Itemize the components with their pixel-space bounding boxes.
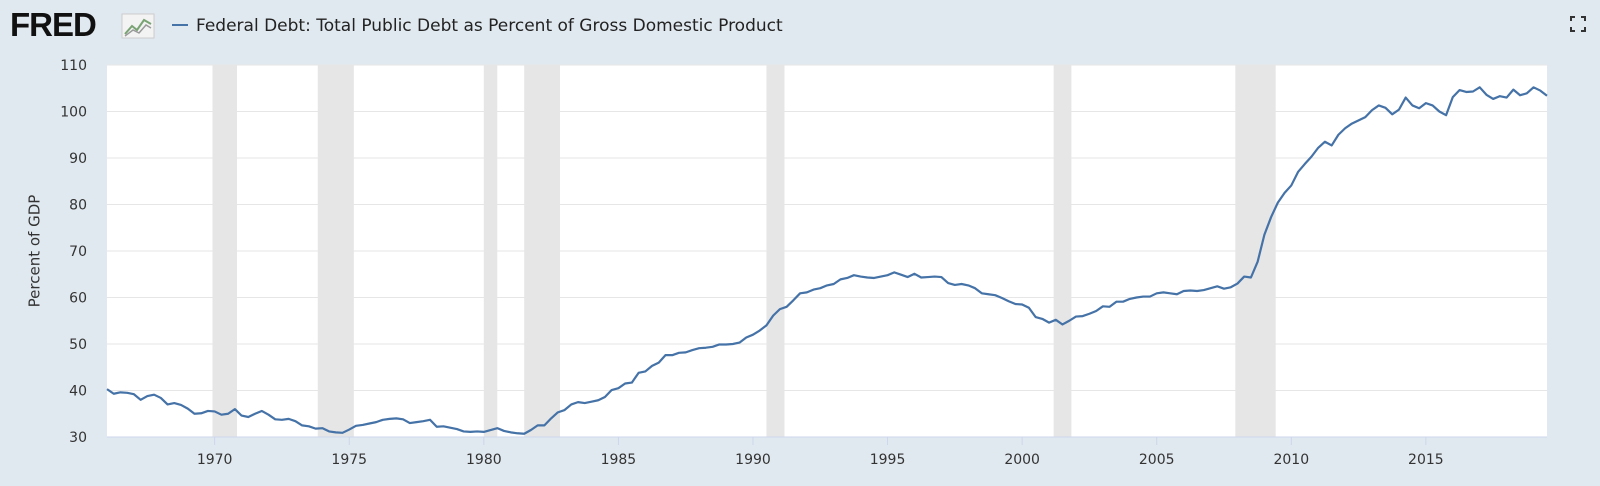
x-tick-label: 1985 xyxy=(601,452,637,468)
y-tick-label: 50 xyxy=(69,337,87,353)
y-tick-label: 100 xyxy=(60,105,87,121)
y-tick-label: 110 xyxy=(60,58,87,74)
x-tick-label: 2005 xyxy=(1139,452,1175,468)
logo-icon xyxy=(121,13,155,39)
x-tick-label: 1970 xyxy=(197,452,233,468)
x-tick-label: 1975 xyxy=(331,452,367,468)
y-tick-label: 70 xyxy=(69,244,87,260)
x-tick-label: 2000 xyxy=(1004,452,1040,468)
x-tick-label: 1990 xyxy=(735,452,771,468)
y-tick-label: 90 xyxy=(69,151,87,167)
x-tick-label: 1980 xyxy=(466,452,502,468)
legend-label: Federal Debt: Total Public Debt as Perce… xyxy=(196,16,783,36)
x-tick-label: 2015 xyxy=(1408,452,1444,468)
y-tick-label: 60 xyxy=(69,291,87,307)
y-tick-label: 40 xyxy=(69,384,87,400)
y-tick-label: 30 xyxy=(69,430,87,446)
data-line xyxy=(106,86,1548,435)
fullscreen-icon[interactable] xyxy=(1570,16,1586,32)
y-tick-label: 80 xyxy=(69,198,87,214)
brand-logo: FRED xyxy=(10,6,96,43)
y-axis-label: Percent of GDP xyxy=(26,195,44,308)
x-tick-label: 2010 xyxy=(1273,452,1309,468)
x-tick-label: 1995 xyxy=(870,452,906,468)
